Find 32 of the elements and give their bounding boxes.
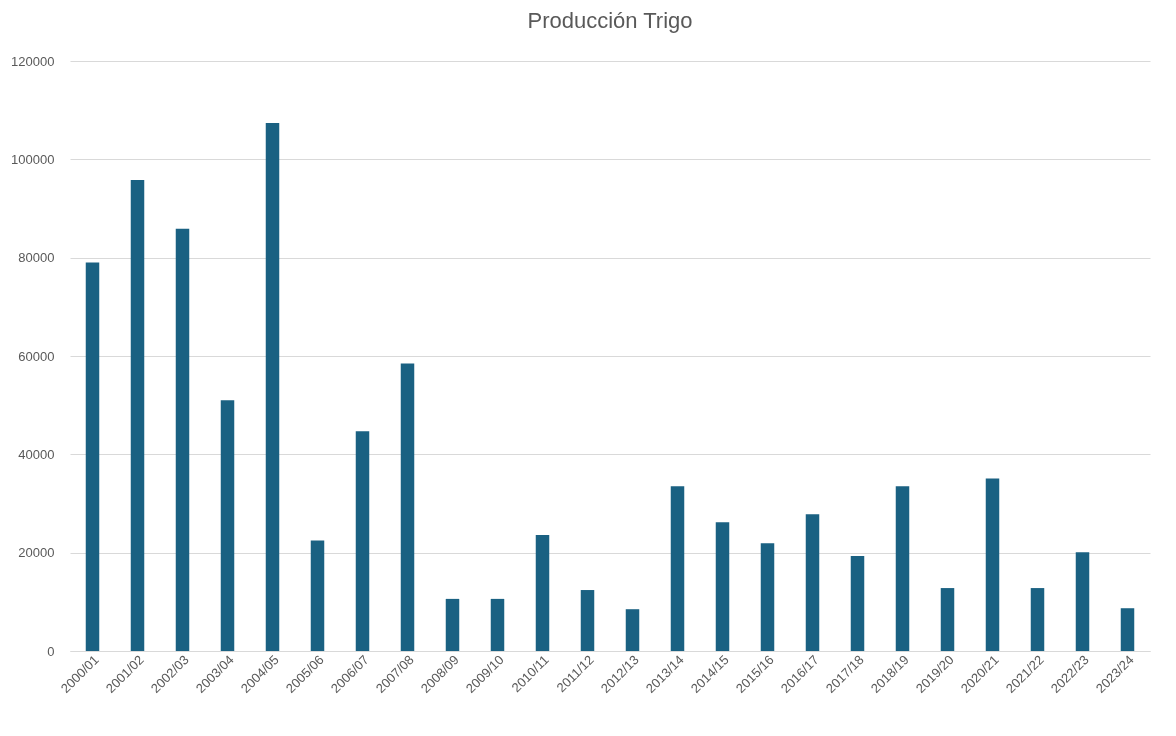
bar — [220, 400, 235, 651]
bar — [1030, 588, 1045, 651]
bar — [355, 431, 370, 651]
bar — [535, 534, 550, 651]
y-tick-label: 0 — [47, 643, 55, 659]
y-tick-label: 80000 — [18, 250, 55, 266]
bar — [805, 514, 820, 651]
bar — [850, 556, 865, 651]
bar — [1075, 552, 1090, 651]
y-tick-label: 40000 — [18, 446, 55, 462]
y-tick-label: 120000 — [11, 53, 55, 69]
chart-title: Producción Trigo — [527, 8, 693, 33]
bar — [715, 522, 730, 651]
y-tick-label: 20000 — [18, 545, 55, 561]
bar — [400, 363, 415, 651]
bar — [670, 486, 685, 651]
bar — [580, 590, 595, 651]
bar — [760, 543, 775, 651]
y-tick-label: 60000 — [18, 348, 55, 364]
bar — [940, 588, 955, 651]
bar — [895, 486, 910, 651]
y-tick-label: 100000 — [11, 151, 55, 167]
bar — [985, 478, 1000, 651]
bar — [490, 598, 505, 651]
bar — [310, 540, 325, 651]
bar — [1120, 608, 1135, 651]
bar — [85, 262, 100, 651]
bar — [175, 228, 190, 651]
bar — [130, 179, 145, 651]
bar — [625, 609, 640, 651]
bar — [445, 598, 460, 651]
bar — [265, 122, 280, 651]
